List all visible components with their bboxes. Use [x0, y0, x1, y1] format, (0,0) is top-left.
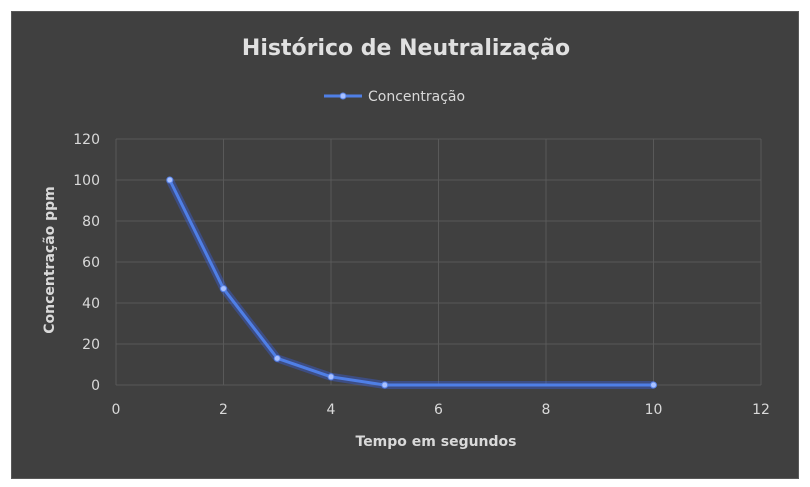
- y-tick-label: 40: [82, 296, 100, 312]
- data-point: [166, 176, 174, 184]
- y-tick-label: 0: [91, 378, 100, 394]
- data-point: [327, 373, 335, 381]
- legend-label: Concentração: [368, 89, 465, 105]
- y-tick-label: 60: [82, 255, 100, 271]
- y-axis-label: Concentração ppm: [42, 186, 58, 334]
- gridlines: [115, 138, 762, 386]
- y-tick-label: 120: [73, 132, 100, 148]
- series-glow: [166, 178, 654, 389]
- legend: Concentração: [324, 89, 465, 105]
- x-tick-label: 2: [219, 402, 228, 418]
- series-concentracao: [166, 176, 657, 389]
- data-point: [650, 381, 657, 389]
- y-tick-label: 20: [82, 337, 100, 353]
- y-tick-label: 100: [73, 173, 100, 189]
- x-tick-label: 0: [112, 402, 121, 418]
- series-line: [168, 179, 654, 387]
- x-axis-ticks: 0 2 4 6 8 10 12: [112, 402, 770, 418]
- y-axis-ticks: 0 20 40 60 80 100 120: [73, 132, 100, 394]
- data-point: [381, 381, 389, 389]
- data-point: [273, 354, 281, 362]
- x-tick-label: 8: [542, 402, 551, 418]
- x-tick-label: 4: [327, 402, 336, 418]
- chart: Histórico de Neutralização Concentração …: [42, 36, 770, 450]
- data-point: [220, 285, 227, 293]
- legend-marker: [339, 92, 347, 100]
- x-tick-label: 6: [434, 402, 443, 418]
- x-tick-label: 12: [752, 402, 770, 418]
- y-tick-label: 80: [82, 214, 100, 230]
- x-tick-label: 10: [645, 402, 663, 418]
- chart-title: Histórico de Neutralização: [242, 36, 570, 61]
- chart-area: Histórico de Neutralização Concentração …: [11, 11, 799, 479]
- x-axis-label: Tempo em segundos: [356, 434, 517, 450]
